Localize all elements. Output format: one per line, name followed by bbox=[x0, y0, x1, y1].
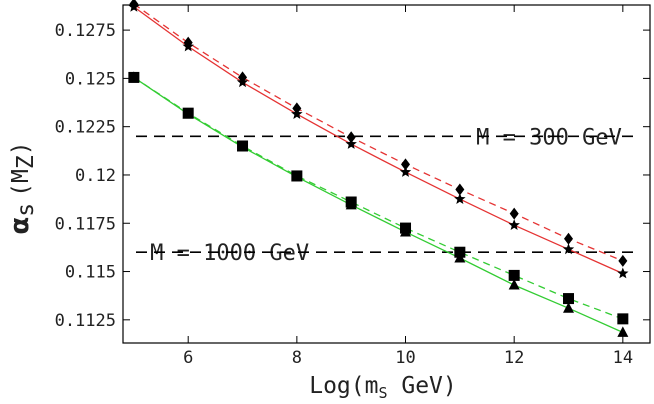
triangle-marker bbox=[508, 279, 520, 290]
x-tick-label: 8 bbox=[292, 348, 302, 368]
y-tick-label: 0.1225 bbox=[55, 118, 116, 138]
star-marker bbox=[617, 267, 629, 279]
reference-lines: M = 300 GeV M = 1000 GeV bbox=[136, 125, 637, 266]
series-line-triangle bbox=[133, 76, 624, 333]
diamond-marker bbox=[564, 232, 574, 245]
x-tick-label: 14 bbox=[613, 348, 633, 368]
diamond-marker bbox=[401, 158, 411, 171]
y-tick-label: 0.115 bbox=[65, 263, 116, 283]
triangle-marker bbox=[291, 170, 303, 182]
x-axis-title: Log(mS GeV) bbox=[309, 373, 457, 402]
star-marker bbox=[236, 76, 249, 88]
markers bbox=[128, 0, 629, 337]
triangle-marker bbox=[454, 252, 466, 263]
star-marker bbox=[345, 138, 357, 149]
series-line-diamond bbox=[133, 3, 624, 262]
y-tick-label: 0.1175 bbox=[55, 214, 116, 234]
diamond-marker bbox=[455, 183, 465, 196]
reference-line-label: M = 300 GeV bbox=[476, 125, 622, 150]
axes bbox=[122, 4, 651, 344]
diamond-marker bbox=[509, 207, 519, 220]
star-marker bbox=[128, 0, 140, 12]
y-tick-label: 0.1125 bbox=[55, 311, 116, 331]
star-marker bbox=[399, 166, 412, 177]
star-marker bbox=[454, 193, 466, 204]
series-line-star bbox=[133, 6, 624, 275]
series bbox=[133, 3, 624, 333]
triangle-marker bbox=[563, 302, 575, 313]
y-tick-label: 0.125 bbox=[65, 69, 116, 89]
star-marker bbox=[182, 40, 194, 52]
x-tick-label: 6 bbox=[183, 348, 193, 368]
diamond-marker bbox=[346, 131, 356, 144]
reference-line-label: M = 1000 GeV bbox=[150, 241, 309, 266]
triangle-marker bbox=[237, 140, 249, 152]
star-marker bbox=[562, 243, 575, 255]
star-marker bbox=[508, 219, 520, 230]
x-tick-label: 10 bbox=[395, 348, 415, 368]
star-marker bbox=[291, 108, 303, 119]
triangle-marker bbox=[617, 326, 629, 337]
square-marker bbox=[617, 313, 629, 325]
triangle-marker bbox=[345, 198, 357, 210]
diamond-marker bbox=[618, 254, 628, 267]
triangle-marker bbox=[400, 225, 412, 237]
plot-frame bbox=[122, 4, 651, 344]
series-line-square bbox=[133, 76, 624, 320]
y-tick-label: 0.1275 bbox=[55, 21, 116, 41]
svg-text:αs(MZ): αs(MZ) bbox=[5, 141, 39, 234]
triangle-marker bbox=[128, 71, 140, 82]
y-tick-label: 0.12 bbox=[75, 166, 116, 186]
square-marker bbox=[508, 269, 520, 281]
y-axis-title: αs(MZ) bbox=[5, 141, 39, 234]
x-tick-label: 12 bbox=[504, 348, 524, 368]
ticks: 6 8 10 12 14 0.1125 0.115 0.1175 0.12 0.1225 0.125… bbox=[55, 5, 650, 368]
square-marker bbox=[563, 293, 575, 305]
triangle-marker bbox=[182, 108, 194, 119]
